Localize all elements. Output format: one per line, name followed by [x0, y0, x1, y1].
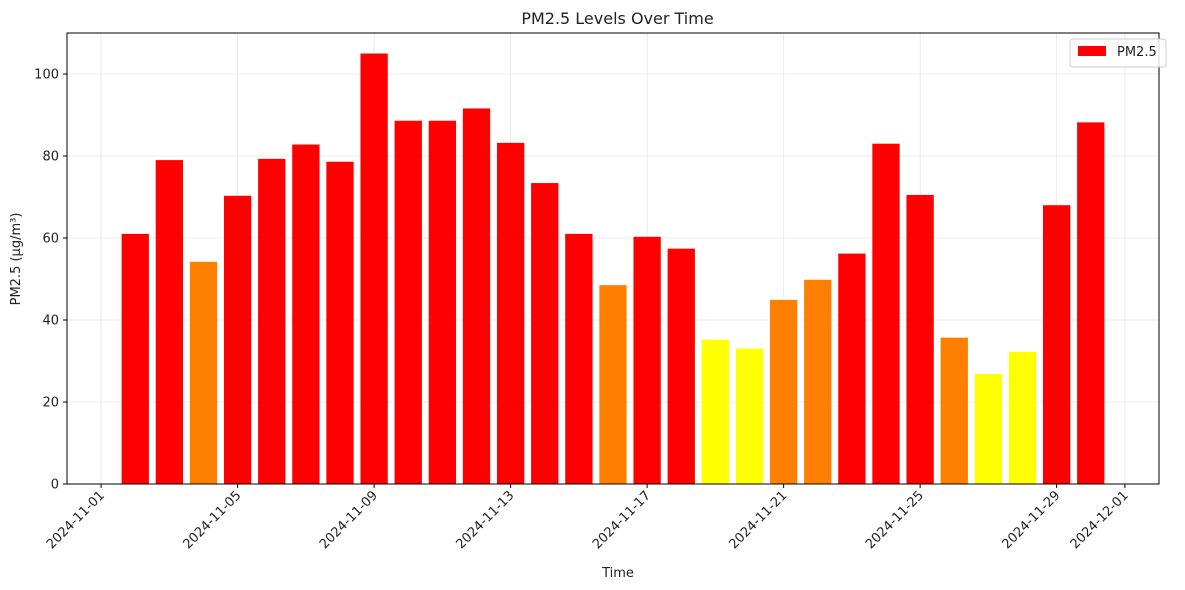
bar [667, 248, 695, 484]
bar [599, 285, 627, 484]
bar [735, 348, 764, 484]
bar [155, 160, 184, 484]
bar [565, 233, 593, 484]
y-tick-label: 20 [42, 396, 59, 411]
y-tick-label: 60 [42, 232, 59, 247]
bars [121, 53, 1105, 485]
legend: PM2.5 [1069, 38, 1167, 68]
bar [189, 261, 218, 484]
bar [906, 194, 934, 484]
bar [360, 53, 388, 484]
bar [292, 144, 320, 484]
x-axis-label: Time [601, 566, 634, 581]
legend-swatch [1078, 46, 1106, 56]
y-tick-label: 40 [42, 314, 59, 329]
y-tick-label: 100 [34, 68, 59, 83]
y-axis-ticks: 0 20 40 60 80 100 [34, 68, 67, 493]
bar [394, 120, 422, 485]
y-tick-label: 80 [42, 150, 59, 165]
bar [1042, 205, 1071, 484]
bar [326, 161, 354, 485]
bar [428, 120, 457, 485]
bar [838, 253, 866, 484]
bar [1008, 351, 1037, 484]
y-axis-label: PM2.5 (µg/m³) [9, 213, 24, 306]
bar [974, 374, 1003, 484]
bar [769, 299, 798, 484]
plot-frame [66, 32, 1160, 485]
bar [258, 158, 286, 484]
bar [223, 195, 252, 484]
bar [121, 233, 149, 484]
bar [633, 236, 661, 484]
bar [872, 143, 900, 484]
y-tick-label: 0 [51, 478, 59, 493]
bar [940, 337, 968, 484]
bar [462, 108, 491, 484]
legend-label: PM2.5 [1117, 45, 1157, 60]
bar [496, 142, 525, 484]
bar [804, 279, 832, 484]
bar [701, 339, 730, 484]
bar [531, 183, 559, 484]
bar [1077, 122, 1105, 484]
chart-title: PM2.5 Levels Over Time [521, 9, 713, 28]
